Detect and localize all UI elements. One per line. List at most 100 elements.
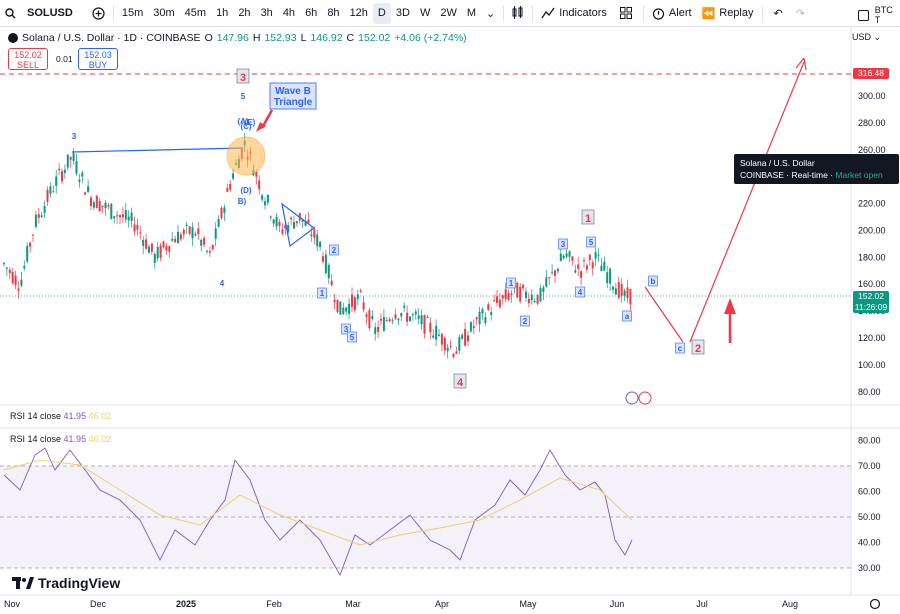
wave-label[interactable]: 5 — [589, 238, 594, 247]
candle-body — [388, 319, 391, 322]
fullscreen-icon[interactable] — [858, 9, 869, 21]
search-icon[interactable] — [0, 0, 21, 27]
interval-15m[interactable]: 15m — [121, 7, 144, 19]
candles-icon[interactable] — [507, 0, 529, 27]
time-tick: Aug — [782, 599, 798, 609]
wave-label[interactable]: 3 — [344, 325, 349, 334]
candle-body — [49, 186, 52, 194]
wave-label-box — [558, 238, 568, 250]
candle-body — [583, 260, 585, 262]
wave-label[interactable]: 4 — [457, 377, 464, 389]
wave-label[interactable]: 5 — [241, 92, 246, 101]
rsi-legend-2[interactable]: RSI 14 close 41.95 46.02 — [10, 434, 111, 444]
rsi-ma-line — [3, 459, 633, 546]
time-tick: Dec — [90, 599, 107, 609]
interval-1h[interactable]: 1h — [216, 7, 229, 19]
symbol-search[interactable]: SOLUSD — [27, 7, 73, 19]
replay-button[interactable]: ⏪ Replay — [697, 0, 759, 27]
candle-body — [516, 282, 519, 298]
interval-3h[interactable]: 3h — [260, 7, 273, 19]
alert-button[interactable]: Alert — [647, 0, 697, 27]
interval-2W[interactable]: 2W — [440, 7, 457, 19]
candle-body — [623, 290, 626, 297]
tradingview-logo[interactable]: TradingView — [12, 575, 120, 591]
interval-2h[interactable]: 2h — [238, 7, 251, 19]
wave-label[interactable]: 3 — [561, 240, 566, 249]
flag-icon[interactable] — [638, 391, 652, 405]
candle-body — [606, 272, 609, 284]
wave-label[interactable]: (E) — [245, 118, 256, 127]
interval-4h[interactable]: 4h — [282, 7, 296, 19]
projection-line-up[interactable] — [689, 61, 805, 343]
redo-icon[interactable]: ↷ — [795, 7, 805, 20]
candle-body — [365, 314, 368, 317]
buy-button[interactable]: 152.03 BUY — [78, 48, 118, 70]
candle-body — [185, 224, 188, 226]
spread-value: 0.01 — [56, 54, 73, 64]
candle-body — [490, 312, 493, 315]
projection-line-down[interactable] — [644, 286, 684, 343]
currency-selector[interactable]: USD ⌄ — [852, 32, 882, 42]
candle-body — [336, 299, 339, 312]
layouts-icon[interactable] — [612, 0, 640, 27]
wave-label[interactable]: 1 — [585, 213, 591, 225]
wave-label[interactable]: 1 — [509, 279, 514, 288]
wave-label[interactable]: (D) — [240, 186, 251, 195]
candle-body — [487, 304, 490, 310]
wave-label[interactable]: 3 — [240, 72, 246, 84]
interval-W[interactable]: W — [419, 7, 431, 19]
candle-body — [342, 307, 345, 315]
wave-label[interactable]: 1 — [320, 289, 325, 298]
event-icon[interactable] — [625, 391, 639, 405]
wave-label[interactable]: (C) — [240, 122, 251, 131]
candle-body — [226, 187, 229, 192]
triangle-drawing[interactable] — [281, 202, 315, 248]
candle-body — [394, 314, 397, 319]
triangle-text: Triangle — [274, 97, 313, 108]
wave-label[interactable]: b — [651, 277, 656, 286]
sell-button[interactable]: 152.02 SELL — [8, 48, 48, 70]
interval-8h[interactable]: 8h — [327, 7, 340, 19]
interval-M[interactable]: M — [466, 7, 476, 19]
undo-icon[interactable]: ↶ — [773, 7, 783, 20]
wave-label[interactable]: 4 — [578, 288, 583, 297]
interval-12h[interactable]: 12h — [349, 7, 368, 19]
wave-label[interactable]: 3 — [72, 132, 77, 141]
candle-body — [177, 231, 179, 244]
wave-label[interactable]: c — [678, 344, 683, 353]
compare-add-icon[interactable] — [78, 0, 110, 27]
sell-label: SELL — [16, 60, 40, 70]
candle-body — [385, 319, 388, 321]
candle-body — [327, 265, 330, 279]
interval-30m[interactable]: 30m — [153, 7, 175, 19]
legend-title[interactable]: Solana / U.S. Dollar · 1D · COINBASE — [22, 32, 201, 44]
candle-body — [617, 282, 620, 298]
interval-D[interactable]: D — [372, 2, 391, 24]
time-tick: Jul — [696, 599, 708, 609]
wave-label[interactable]: (A) — [237, 117, 248, 126]
wave-label[interactable]: 4 — [220, 279, 225, 288]
interval-dropdown-icon[interactable]: ⌄ — [486, 7, 496, 20]
candle-body — [72, 153, 75, 161]
watchlist-label[interactable]: BTC T — [874, 5, 893, 25]
candle-body — [295, 221, 298, 224]
wave-label[interactable]: B) — [238, 197, 247, 206]
wave-label[interactable]: 5 — [350, 333, 355, 342]
candle-body — [55, 176, 58, 186]
gear-icon[interactable] — [869, 598, 881, 610]
rsi-legend-1[interactable]: RSI 14 close 41.95 46.02 — [10, 411, 111, 421]
wave-label[interactable]: 2 — [332, 246, 337, 255]
up-arrowhead — [724, 298, 736, 314]
wave-label[interactable]: 2 — [695, 343, 701, 355]
wave-label[interactable]: 2 — [523, 317, 528, 326]
trendline[interactable] — [71, 147, 244, 153]
wave-b-label-box[interactable] — [269, 82, 317, 110]
candle-body — [345, 307, 348, 312]
highlight-circle[interactable] — [226, 136, 266, 176]
interval-6h[interactable]: 6h — [305, 7, 318, 19]
wave-label[interactable]: a — [625, 312, 630, 321]
interval-3D[interactable]: 3D — [395, 7, 410, 19]
interval-45m[interactable]: 45m — [184, 7, 207, 19]
indicators-button[interactable]: Indicators — [536, 0, 612, 27]
